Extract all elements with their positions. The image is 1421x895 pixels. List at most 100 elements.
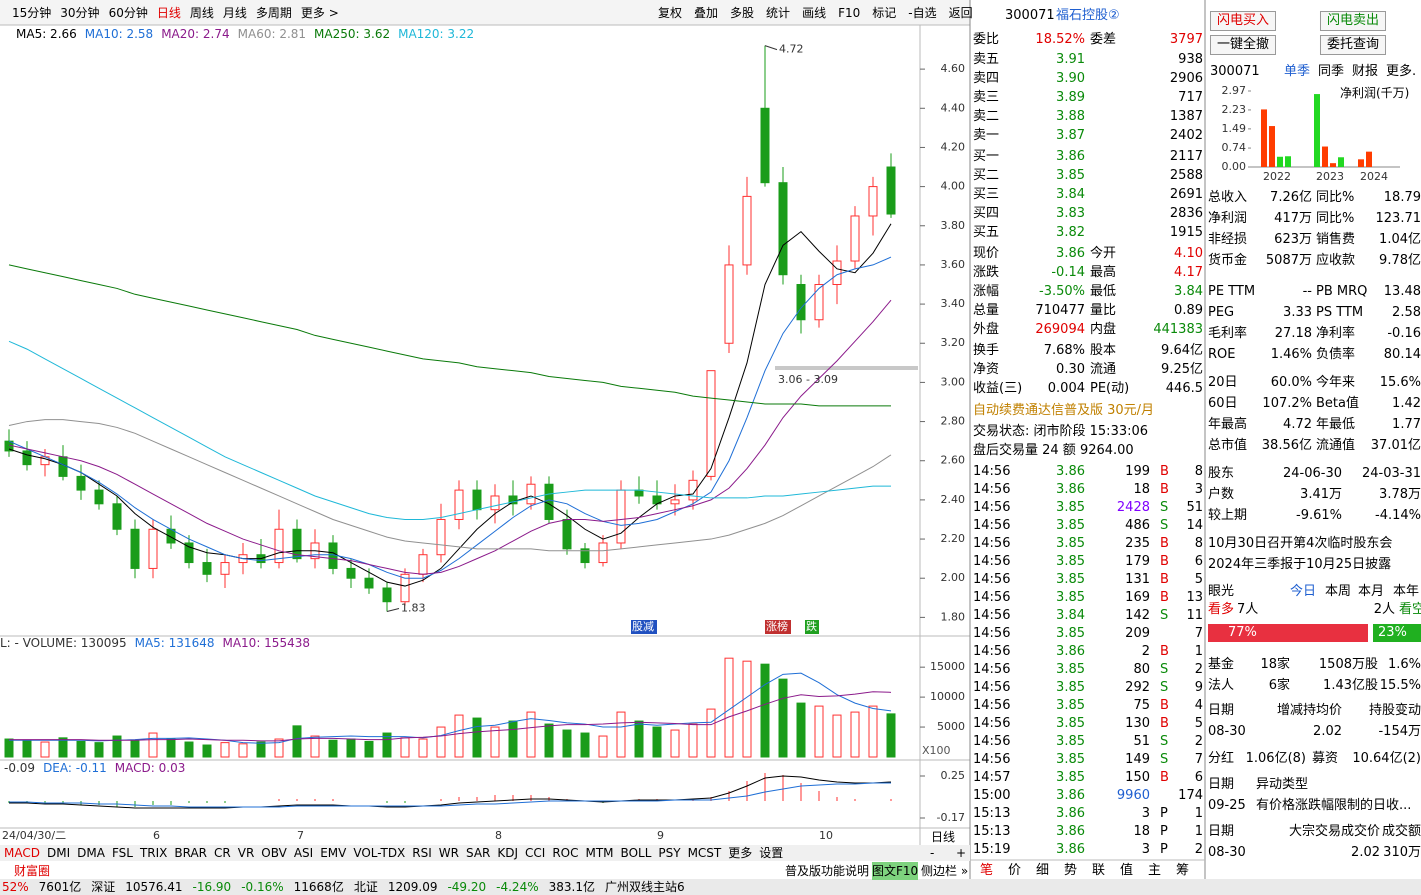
indicator-tab[interactable]: BRAR (174, 846, 208, 860)
tick-tab[interactable]: 笔 (980, 863, 994, 878)
zoom-button[interactable]: - (930, 846, 935, 860)
side-tab[interactable]: 财报 (1352, 64, 1379, 79)
indicator-tab[interactable]: RSI (412, 846, 432, 860)
status-item[interactable]: -49.20 (447, 880, 487, 894)
footer-link[interactable]: 普及版功能说明 (785, 864, 870, 878)
tool-button[interactable]: -自选 (908, 6, 937, 20)
tick-tab[interactable]: 联 (1092, 863, 1106, 878)
period-tab[interactable]: 更多 > (300, 6, 339, 20)
ma-legend[interactable]: MA120: 3.22 (398, 27, 475, 41)
sentiment-bar (1373, 624, 1421, 642)
status-item[interactable]: 52% (2, 880, 29, 894)
indicator-tab[interactable]: FSL (111, 846, 133, 860)
status-item[interactable]: 383.1亿 (548, 880, 595, 894)
indicator-tab[interactable]: VOL-TDX (353, 846, 406, 860)
indicator-tab[interactable]: TRIX (139, 846, 168, 860)
indicator-tab[interactable]: OBV (261, 846, 287, 860)
footer-link[interactable]: 图文F10 (872, 862, 919, 880)
tool-button[interactable]: 统计 (766, 6, 791, 20)
tool-button[interactable]: 叠加 (694, 6, 719, 20)
eye-tab[interactable]: 本周 (1325, 584, 1352, 599)
tick-side: S (1160, 608, 1169, 623)
tool-button[interactable]: 复权 (658, 6, 683, 20)
sentiment-pct: 23% (1378, 625, 1407, 640)
status-item[interactable]: 北证 (353, 880, 378, 894)
period-tab[interactable]: 30分钟 (60, 6, 100, 20)
status-item[interactable]: -16.90 (192, 880, 232, 894)
period-tab[interactable]: 周线 (189, 6, 214, 20)
side-tab[interactable]: 同季 (1318, 64, 1345, 79)
side-cell: 15.5% (1379, 678, 1421, 693)
indicator-tab[interactable]: WR (438, 846, 459, 860)
tick-tab[interactable]: 值 (1120, 863, 1134, 878)
period-tab[interactable]: 15分钟 (12, 6, 52, 20)
tick-tab[interactable]: 价 (1008, 863, 1022, 878)
eye-tab[interactable]: 本年 (1393, 584, 1420, 599)
ma-legend[interactable]: MA20: 2.74 (161, 27, 230, 41)
macd-legend[interactable]: -0.09 (4, 761, 36, 775)
indicator-tab[interactable]: MCST (687, 846, 722, 860)
volume-legend[interactable]: L: - VOLUME: 130095 (0, 636, 127, 650)
period-tab[interactable]: 月线 (222, 6, 247, 20)
status-item[interactable]: -4.24% (496, 880, 539, 894)
status-item[interactable]: 11668亿 (293, 880, 344, 894)
period-tab[interactable]: 60分钟 (108, 6, 148, 20)
tick-tab[interactable]: 细 (1036, 863, 1050, 878)
indicator-tab[interactable]: CCI (525, 846, 546, 860)
indicator-tab[interactable]: ASI (293, 846, 314, 860)
status-item[interactable]: 1209.09 (387, 880, 438, 894)
tick-tab[interactable]: 筹 (1176, 863, 1190, 878)
eye-tab[interactable]: 今日 (1290, 584, 1317, 599)
ma-legend[interactable]: MA250: 3.62 (314, 27, 391, 41)
volume-legend[interactable]: MA10: 155438 (222, 636, 310, 650)
side-button[interactable]: 闪电卖出 (1319, 11, 1387, 31)
ma-legend[interactable]: MA5: 2.66 (16, 27, 77, 41)
indicator-tab[interactable]: EMV (320, 846, 347, 860)
quote-cell: 3.89 (1056, 90, 1085, 105)
side-cell: 107.2% (1262, 396, 1312, 411)
side-button[interactable]: 委托查询 (1319, 35, 1387, 55)
indicator-tab[interactable]: CR (214, 846, 231, 860)
side-tab[interactable]: 更多. (1386, 64, 1417, 79)
indicator-tab[interactable]: MACD (4, 846, 40, 860)
tool-button[interactable]: F10 (838, 6, 861, 20)
side-button[interactable]: 闪电买入 (1209, 11, 1277, 31)
macd-legend[interactable]: DEA: -0.11 (43, 761, 107, 775)
ma-legend[interactable]: MA10: 2.58 (84, 27, 154, 41)
status-item[interactable]: -0.16% (241, 880, 284, 894)
eye-tab[interactable]: 本月 (1358, 584, 1385, 599)
indicator-tab[interactable]: DMI (46, 846, 71, 860)
indicator-tab[interactable]: DMA (77, 846, 105, 860)
footer-link[interactable]: 侧边栏 » (921, 864, 969, 878)
status-item[interactable]: 深证 (91, 880, 116, 894)
footer-link[interactable]: 财富圈 (14, 864, 51, 878)
tool-button[interactable]: 画线 (802, 6, 827, 20)
indicator-tab[interactable]: KDJ (497, 846, 519, 860)
status-item[interactable]: 7601亿 (38, 880, 82, 894)
side-tab[interactable]: 单季 (1284, 64, 1311, 79)
status-item[interactable]: 10576.41 (125, 880, 183, 894)
period-tab[interactable]: 日线 (156, 6, 181, 20)
tool-button[interactable]: 多股 (730, 6, 755, 20)
macd-legend[interactable]: MACD: 0.03 (114, 761, 186, 775)
indicator-tab[interactable]: ROC (552, 846, 579, 860)
indicator-tab[interactable]: 设置 (759, 846, 784, 860)
tick-tab[interactable]: 主 (1148, 863, 1162, 878)
tick-side: B (1160, 572, 1169, 587)
tool-button[interactable]: 返回 (948, 6, 973, 20)
indicator-tab[interactable]: BOLL (620, 846, 652, 860)
indicator-tab[interactable]: 更多 (728, 846, 753, 860)
indicator-tab[interactable]: PSY (658, 846, 681, 860)
period-tab[interactable]: 多周期 (255, 6, 292, 20)
indicator-tab[interactable]: MTM (585, 846, 614, 860)
indicator-tab[interactable]: VR (237, 846, 255, 860)
tool-button[interactable]: 标记 (872, 6, 897, 20)
volume-legend[interactable]: MA5: 131648 (134, 636, 215, 650)
side-cell: 417万 (1274, 211, 1312, 226)
ma-legend[interactable]: MA60: 2.81 (237, 27, 307, 41)
status-item[interactable]: 广州双线主站6 (604, 880, 685, 894)
side-button[interactable]: 一键全撤 (1209, 35, 1277, 55)
zoom-button[interactable]: + (956, 846, 967, 860)
tick-tab[interactable]: 势 (1064, 863, 1078, 878)
indicator-tab[interactable]: SAR (465, 846, 491, 860)
